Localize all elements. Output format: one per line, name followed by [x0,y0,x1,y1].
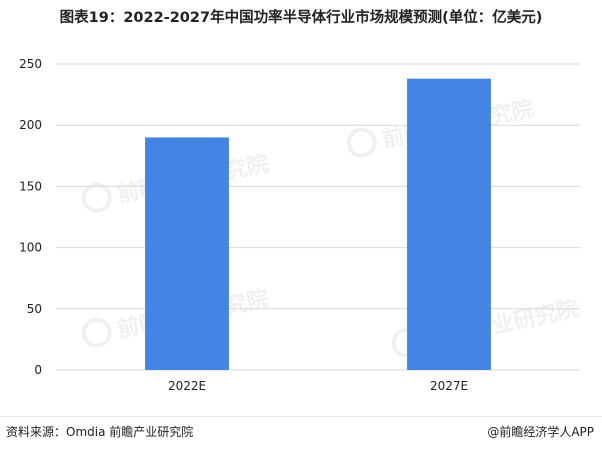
chart-title: 图表19：2022-2027年中国功率半导体行业市场规模预测(单位：亿美元) [59,10,543,26]
y-tick-label: 250 [19,57,42,71]
brand-label: @前瞻经济学人APP [487,425,594,439]
source-note: 资料来源：Omdia 前瞻产业研究院 [6,425,194,439]
y-tick-label: 50 [27,302,42,316]
bar-2022e [145,137,229,370]
bar-layer [145,78,491,371]
x-axis-tick-labels: 2022E 2027E [168,379,468,393]
y-axis-tick-labels: 0 50 100 150 200 250 [19,57,42,377]
x-tick-label: 2022E [168,379,206,393]
bar-2027e [407,78,491,371]
y-tick-label: 100 [19,241,42,255]
footer-divider [0,416,602,417]
y-tick-label: 200 [19,118,42,132]
y-tick-label: 150 [19,179,42,193]
y-tick-label: 0 [34,363,42,377]
x-tick-label: 2027E [430,379,468,393]
grid-layer [56,63,580,371]
